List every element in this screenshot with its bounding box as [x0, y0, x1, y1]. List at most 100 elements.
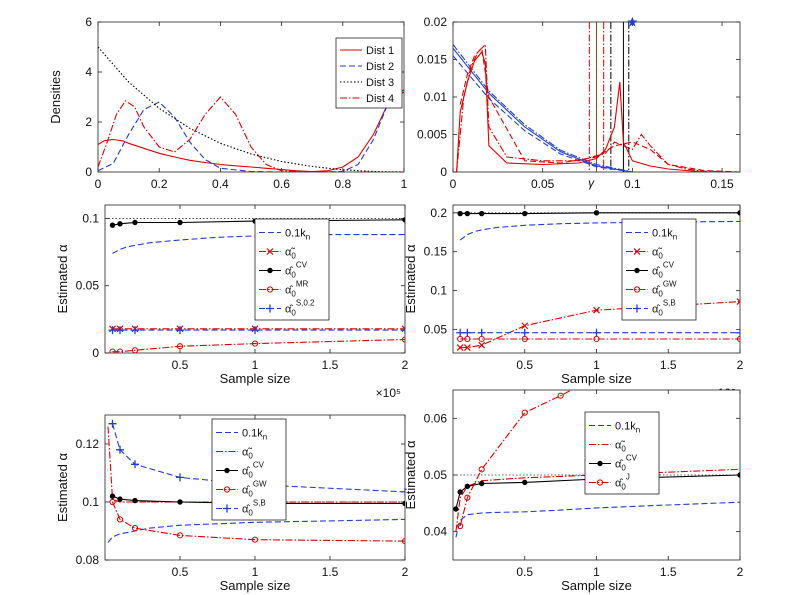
- data-point-marker: [177, 219, 183, 226]
- subplot-p2: 0 0.05 0.1 0.15 0 0.005 0.01 0.015 0.02 γ: [417, 15, 741, 191]
- data-point-marker: [401, 325, 405, 333]
- legend-marker: [596, 479, 604, 486]
- data-point-marker: [401, 538, 405, 545]
- x-scale-exponent: ×10⁵: [376, 593, 401, 595]
- data-point-marker: [737, 210, 740, 216]
- legend-label: Dist 2: [366, 61, 394, 73]
- series-line-2: [98, 89, 404, 172]
- series-line-1: [455, 501, 740, 538]
- data-point-marker: [453, 506, 459, 512]
- data-point-marker: [463, 344, 471, 351]
- legend-label: 0.1kn: [285, 228, 310, 242]
- data-point-marker: [593, 210, 600, 216]
- y-tick-label: 0.05: [424, 468, 448, 482]
- data-point-marker: [177, 499, 183, 505]
- data-point-marker: [131, 347, 139, 353]
- data-point-marker: [116, 516, 124, 523]
- x-tick-label: 2: [402, 358, 409, 372]
- legend-marker: [597, 460, 603, 467]
- legend-marker: [633, 286, 641, 293]
- data-point-marker: [592, 328, 601, 337]
- y-tick-label: 0.1: [82, 495, 99, 509]
- data-point-marker: [108, 419, 117, 428]
- plot-area: [453, 22, 740, 172]
- x-tick-label: 0: [95, 177, 102, 191]
- legend-box: [211, 418, 287, 521]
- data-point-marker: [108, 326, 117, 335]
- legend-label: α̃0: [652, 247, 663, 261]
- data-point-marker: [736, 298, 740, 306]
- data-point-marker: [522, 479, 528, 486]
- legend-label: Dist 3: [366, 77, 394, 89]
- subplot-p3: 0.5 1 1.5 2 0 0.05 0.1 Sample size Estimated α ×1…: [55, 204, 409, 400]
- data-point-marker: [478, 466, 485, 473]
- data-point-marker: [737, 472, 740, 478]
- x-tick-label: 2: [737, 565, 744, 579]
- data-point-marker: [402, 217, 405, 223]
- legend-label: α̃0: [285, 247, 296, 261]
- data-point-marker: [464, 483, 471, 490]
- x-tick-label: 0.5: [172, 565, 189, 579]
- plot-area: [453, 210, 740, 351]
- data-point-marker: [176, 343, 184, 350]
- series-line-2: [460, 301, 740, 349]
- data-point-marker: [131, 525, 139, 532]
- gamma-annotation: γ: [588, 176, 595, 190]
- data-point-marker: [479, 480, 485, 487]
- x-tick-label: 1: [252, 565, 259, 579]
- legend-label: 0.1kn: [652, 228, 677, 242]
- plot-area: [98, 46, 404, 172]
- legend-marker: [267, 267, 273, 274]
- data-point-marker: [402, 500, 405, 507]
- legend-label: α̃0: [615, 440, 626, 454]
- legend-box: [621, 218, 697, 321]
- series-line-1: [107, 518, 405, 543]
- series-line-4: [459, 390, 573, 527]
- y-tick-label: 0.08: [76, 553, 100, 567]
- x-tick-label: 1.5: [322, 565, 339, 579]
- subplot-p4: 0.5 1 1.5 2 0.05 0.1 0.15 0.2 Sample size Estimat…: [403, 204, 744, 400]
- y-tick-label: 2: [85, 115, 92, 129]
- data-point-marker: [478, 341, 486, 349]
- data-point-marker: [521, 322, 529, 330]
- legend-marker: [266, 248, 274, 255]
- y-tick-label: 0.005: [417, 128, 447, 142]
- y-axis-label: Estimated α: [55, 453, 70, 522]
- y-tick-label: 6: [85, 15, 92, 29]
- legend-marker: [223, 486, 231, 493]
- x-scale-exponent: ×10⁵: [711, 593, 736, 595]
- data-point-marker: [479, 210, 485, 217]
- x-tick-label: 2: [402, 565, 409, 579]
- y-tick-label: 0.015: [417, 53, 447, 67]
- x-tick-label: 0.2: [151, 177, 168, 191]
- data-point-marker: [176, 326, 184, 335]
- data-point-marker: [132, 497, 138, 504]
- series-line-2: [453, 55, 633, 172]
- x-tick-label: 2: [737, 358, 744, 372]
- x-axis-label: Sample size: [220, 578, 291, 593]
- x-tick-label: 0.5: [516, 565, 533, 579]
- x-tick-label: 1.5: [660, 358, 677, 372]
- series-line-6: [459, 47, 740, 172]
- y-tick-label: 0: [92, 346, 99, 360]
- data-point-marker: [116, 445, 124, 454]
- x-tick-label: 0.4: [212, 177, 229, 191]
- data-point-marker: [457, 210, 463, 217]
- legend-marker: [633, 248, 641, 255]
- series-line-4: [98, 96, 404, 172]
- x-scale-exponent: ×10⁵: [376, 386, 401, 400]
- x-tick-label: 0.8: [334, 177, 351, 191]
- legend-label: 0.1kn: [242, 428, 267, 442]
- legend-label: 0.1kn: [615, 421, 640, 435]
- legend: Dist 1 Dist 2 Dist 3 Dist 4: [335, 37, 403, 109]
- y-axis-label: Estimated α: [403, 244, 418, 313]
- legend-box: [584, 411, 660, 495]
- plot-area: [105, 419, 405, 545]
- x-tick-label: 1: [401, 177, 408, 191]
- data-point-marker: [457, 489, 463, 495]
- legend-marker: [223, 504, 231, 513]
- x-tick-label: 0.05: [531, 177, 555, 191]
- y-axis-label: Estimated α: [403, 440, 418, 509]
- y-axis-label: Estimated α: [55, 244, 70, 313]
